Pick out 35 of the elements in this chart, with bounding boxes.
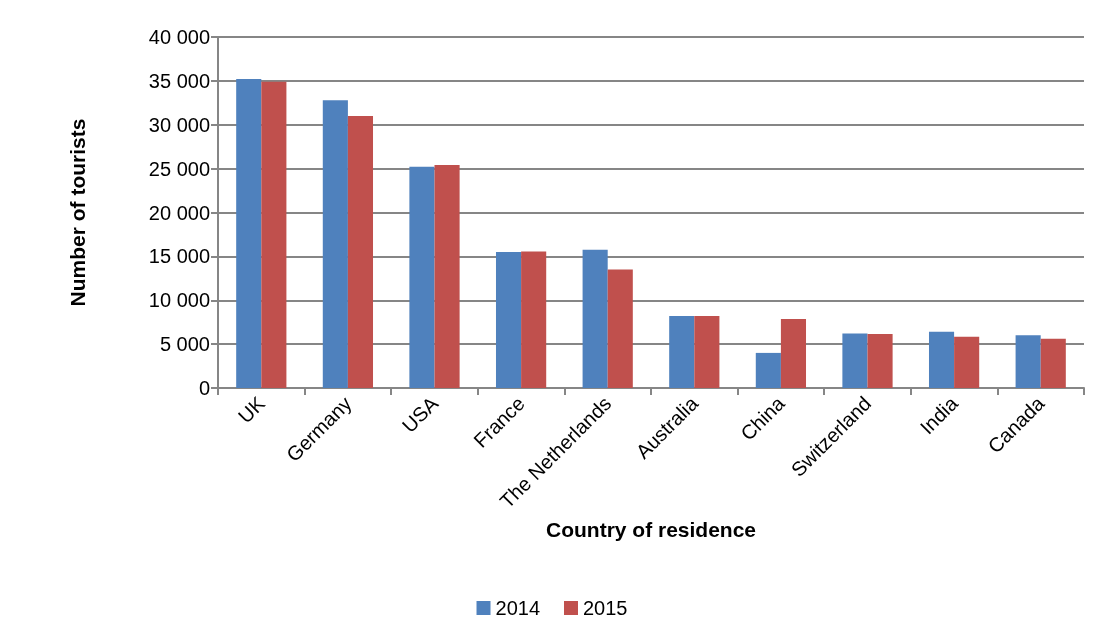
bar [694,316,720,388]
bar [261,81,287,388]
y-tick-label: 25 000 [148,157,210,180]
bar [236,79,262,388]
bar [669,316,695,388]
y-tick-label: 15 000 [148,245,210,268]
bar [495,251,522,388]
bar [780,319,807,388]
y-tick-label: 10 000 [148,289,210,312]
y-axis-title: Number of tourists [66,118,89,307]
x-tick-label: UK [233,391,270,428]
bar [521,251,547,388]
bar [928,331,955,388]
bar [755,352,781,388]
bar [347,115,374,388]
bar [409,166,435,388]
x-tick-label: USA [397,391,443,437]
y-tick-label: 30 000 [148,113,210,136]
bar [582,249,608,388]
bar [954,336,980,388]
bar [867,334,893,388]
y-tick-label: 5 000 [159,333,210,356]
bar [842,333,868,388]
y-tick-label: 40 000 [148,26,210,48]
bar [322,100,348,388]
bar [1040,338,1066,388]
y-tick-label: 35 000 [148,69,210,92]
y-tick-label: 0 [198,377,210,399]
legend-label: 2015 [583,597,628,619]
bar [434,165,460,388]
bar [607,269,633,388]
y-tick-label: 20 000 [148,201,210,224]
legend-label: 2014 [495,597,541,619]
bar [1015,335,1041,388]
x-axis-title: Country of residence [545,517,757,541]
